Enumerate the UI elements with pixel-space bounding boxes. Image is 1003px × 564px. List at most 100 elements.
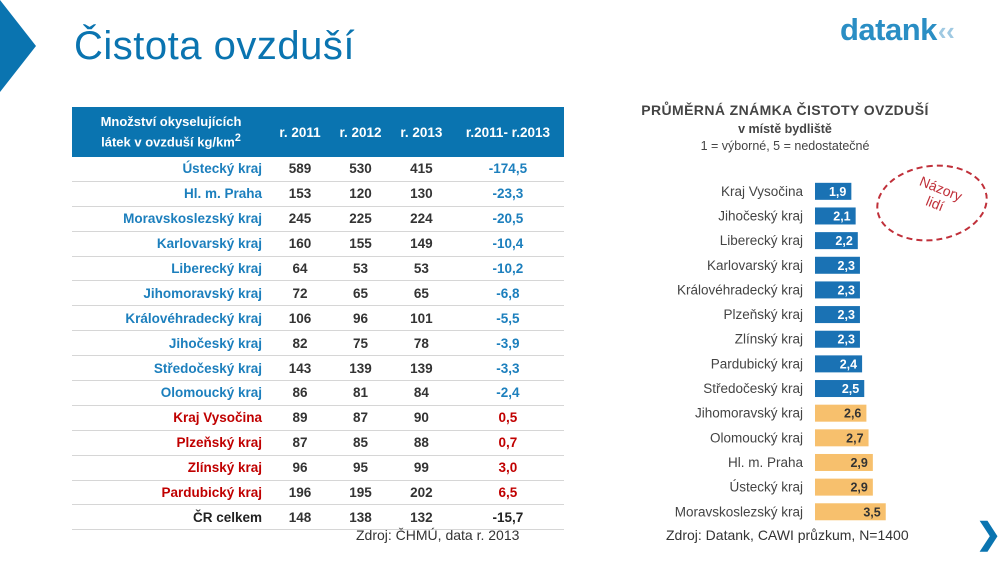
cell-value-change: -3,9 bbox=[451, 330, 564, 357]
table-row: Moravskoslezský kraj 245 225 224 -20,5 bbox=[72, 206, 564, 232]
cell-value-change: 0,5 bbox=[451, 405, 564, 431]
cell-value-2011: 148 bbox=[270, 504, 331, 531]
cell-value-2013: 132 bbox=[390, 504, 452, 531]
cell-region: ČR celkem bbox=[72, 504, 270, 531]
cell-value-2013: 139 bbox=[390, 355, 452, 382]
table-row: ČR celkem 148 138 132 -15,7 bbox=[72, 504, 564, 531]
cell-value-2011: 87 bbox=[270, 430, 331, 456]
cell-value-change: -2,4 bbox=[451, 380, 564, 406]
cell-value-change: -5,5 bbox=[451, 305, 564, 332]
cell-region: Moravskoslezský kraj bbox=[72, 206, 270, 232]
column-header-change: r.2011- r.2013 bbox=[451, 107, 564, 157]
table-row: Kraj Vysočina 89 87 90 0,5 bbox=[72, 405, 564, 431]
cell-value-2011: 72 bbox=[270, 280, 331, 307]
bar-value-label: 2,3 bbox=[838, 259, 855, 273]
column-header-region: Množství okyselujících látek v ovzduší k… bbox=[72, 107, 270, 157]
column-header-2012: r. 2012 bbox=[330, 107, 391, 157]
cell-region: Liberecký kraj bbox=[72, 256, 270, 282]
bar bbox=[815, 256, 860, 274]
logo-mark: ‹‹ bbox=[937, 16, 955, 46]
bar-value-label: 2,7 bbox=[846, 431, 863, 445]
table-row: Jihočeský kraj 82 75 78 -3,9 bbox=[72, 330, 564, 357]
cell-value-2011: 589 bbox=[270, 157, 331, 182]
cell-value-change: -20,5 bbox=[451, 206, 564, 232]
cell-region: Ústecký kraj bbox=[72, 157, 270, 182]
chart-title: PRŮMĚRNÁ ZNÁMKA ČISTOTY OVZDUŠÍ bbox=[641, 102, 929, 118]
cell-region: Hl. m. Praha bbox=[72, 181, 270, 207]
cell-value-2013: 78 bbox=[390, 330, 452, 357]
cell-value-2012: 138 bbox=[330, 504, 391, 531]
cell-region: Pardubický kraj bbox=[72, 480, 270, 506]
bar-value-label: 2,5 bbox=[842, 382, 859, 396]
cell-value-2012: 53 bbox=[330, 256, 391, 282]
bar bbox=[815, 429, 869, 447]
category-label: Karlovarský kraj bbox=[707, 258, 803, 273]
chevron-right-icon[interactable]: ❯ bbox=[976, 518, 1002, 551]
cell-value-2012: 225 bbox=[330, 206, 391, 232]
bar bbox=[815, 404, 867, 422]
cell-value-2013: 101 bbox=[390, 305, 452, 332]
cell-value-2011: 160 bbox=[270, 231, 331, 257]
cell-value-2011: 96 bbox=[270, 455, 331, 481]
bar-value-label: 2,9 bbox=[850, 481, 867, 495]
cell-value-change: -3,3 bbox=[451, 355, 564, 382]
cell-region: Kraj Vysočina bbox=[72, 405, 270, 431]
cell-value-2013: 90 bbox=[390, 405, 452, 431]
cell-value-change: 0,7 bbox=[451, 430, 564, 456]
table-header-row: Množství okyselujících látek v ovzduší k… bbox=[72, 107, 564, 157]
cell-value-2011: 196 bbox=[270, 480, 331, 506]
cell-value-2012: 530 bbox=[330, 157, 391, 182]
table-row: Pardubický kraj 196 195 202 6,5 bbox=[72, 480, 564, 506]
cell-value-change: 3,0 bbox=[451, 455, 564, 481]
cell-value-2012: 85 bbox=[330, 430, 391, 456]
category-label: Moravskoslezský kraj bbox=[675, 504, 803, 519]
table-source: Zdroj: ČHMÚ, data r. 2013 bbox=[356, 527, 520, 543]
table-row: Karlovarský kraj 160 155 149 -10,4 bbox=[72, 231, 564, 257]
cell-value-2012: 195 bbox=[330, 480, 391, 506]
bar bbox=[815, 478, 873, 496]
cell-value-2012: 155 bbox=[330, 231, 391, 257]
bar-value-label: 2,3 bbox=[838, 283, 855, 297]
category-label: Královéhradecký kraj bbox=[677, 282, 803, 297]
bar bbox=[815, 182, 852, 200]
table-row: Zlínský kraj 96 95 99 3,0 bbox=[72, 455, 564, 481]
bar bbox=[815, 503, 886, 521]
cell-value-2011: 153 bbox=[270, 181, 331, 207]
chart-subtitle: v místě bydliště bbox=[738, 122, 832, 136]
bar-value-label: 3,5 bbox=[863, 505, 880, 519]
table-row: Olomoucký kraj 86 81 84 -2,4 bbox=[72, 380, 564, 406]
category-label: Středočeský kraj bbox=[703, 381, 803, 396]
column-header-2013: r. 2013 bbox=[390, 107, 452, 157]
cell-value-change: -10,4 bbox=[451, 231, 564, 257]
cell-value-2012: 96 bbox=[330, 305, 391, 332]
cell-value-2011: 143 bbox=[270, 355, 331, 382]
bar-value-label: 2,3 bbox=[838, 308, 855, 322]
table-row: Jihomoravský kraj 72 65 65 -6,8 bbox=[72, 280, 564, 307]
category-label: Jihomoravský kraj bbox=[695, 406, 803, 421]
cell-value-2011: 64 bbox=[270, 256, 331, 282]
table-row: Královéhradecký kraj 106 96 101 -5,5 bbox=[72, 305, 564, 332]
table-row: Hl. m. Praha 153 120 130 -23,3 bbox=[72, 181, 564, 207]
bar bbox=[815, 306, 860, 324]
cell-value-2013: 99 bbox=[390, 455, 452, 481]
cell-value-change: 6,5 bbox=[451, 480, 564, 506]
bar-value-label: 2,9 bbox=[850, 456, 867, 470]
cell-region: Jihočeský kraj bbox=[72, 330, 270, 357]
bar-value-label: 2,2 bbox=[835, 234, 852, 248]
cell-value-2011: 86 bbox=[270, 380, 331, 406]
cell-value-2013: 130 bbox=[390, 181, 452, 207]
cell-region: Středočeský kraj bbox=[72, 355, 270, 382]
table-row: Liberecký kraj 64 53 53 -10,2 bbox=[72, 256, 564, 282]
cell-value-2013: 88 bbox=[390, 430, 452, 456]
cell-value-change: -10,2 bbox=[451, 256, 564, 282]
cell-value-2013: 202 bbox=[390, 480, 452, 506]
category-label: Plzeňský kraj bbox=[723, 307, 803, 322]
category-label: Kraj Vysočina bbox=[721, 184, 804, 199]
bar-value-label: 2,6 bbox=[844, 407, 861, 421]
cell-value-2012: 120 bbox=[330, 181, 391, 207]
cell-value-2013: 415 bbox=[390, 157, 452, 182]
category-label: Jihočeský kraj bbox=[718, 208, 803, 223]
table-row: Středočeský kraj 143 139 139 -3,3 bbox=[72, 355, 564, 382]
bar bbox=[815, 453, 873, 471]
cell-region: Královéhradecký kraj bbox=[72, 305, 270, 332]
